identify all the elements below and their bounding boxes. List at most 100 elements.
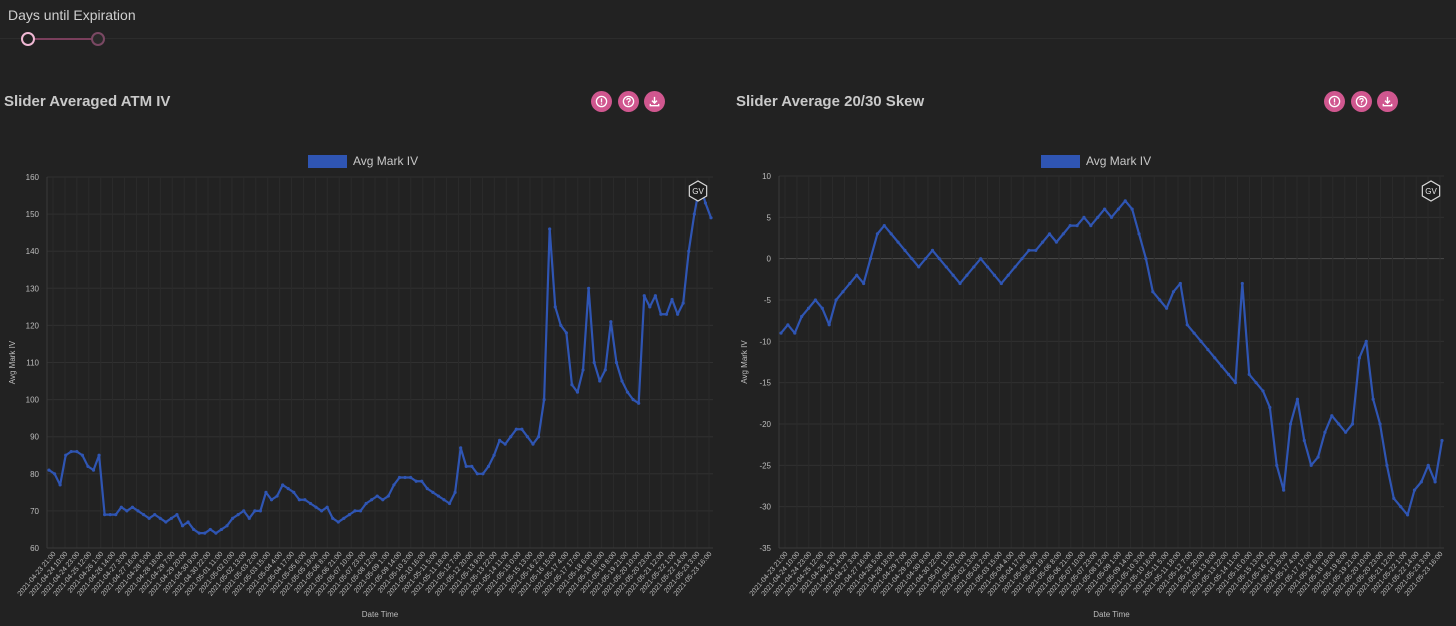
data-point: [848, 281, 852, 286]
data-point: [514, 427, 518, 431]
data-point: [136, 509, 140, 513]
data-point: [930, 248, 935, 252]
data-point: [219, 527, 224, 532]
data-point: [308, 501, 313, 506]
panel-title-atm-iv: Slider Averaged ATM IV: [4, 93, 171, 110]
y-tick-label: -25: [759, 461, 771, 470]
data-point: [336, 520, 340, 524]
data-point: [392, 483, 396, 487]
y-tick-label: 5: [767, 213, 772, 222]
data-point: [581, 368, 585, 372]
data-point: [141, 513, 146, 517]
data-point: [242, 509, 246, 513]
data-point: [564, 331, 568, 335]
data-point: [548, 227, 552, 231]
data-point: [570, 383, 574, 387]
y-tick-label: -20: [759, 420, 771, 429]
data-point: [69, 449, 73, 454]
data-point: [297, 498, 301, 502]
y-axis-title: Avg Mark IV: [740, 340, 749, 384]
y-tick-label: 90: [30, 433, 39, 442]
data-point: [664, 312, 669, 316]
data-point: [253, 509, 257, 513]
data-point: [687, 249, 691, 253]
data-point: [642, 294, 646, 298]
data-point: [420, 479, 424, 483]
data-point: [80, 453, 84, 457]
y-tick-label: 10: [762, 172, 771, 181]
slider-max-handle[interactable]: [91, 32, 105, 46]
help-button[interactable]: [618, 91, 639, 112]
data-point: [86, 464, 90, 468]
data-point: [1034, 248, 1038, 252]
data-point: [414, 479, 418, 483]
data-point: [1144, 257, 1148, 261]
data-point: [436, 494, 441, 498]
data-point: [1027, 248, 1031, 252]
data-point: [1316, 455, 1320, 459]
data-point: [692, 212, 696, 216]
data-point: [264, 490, 268, 494]
y-tick-label: 130: [26, 284, 40, 293]
data-point: [614, 360, 619, 365]
data-point: [1233, 381, 1238, 385]
data-point: [147, 516, 151, 520]
info-button[interactable]: [1324, 91, 1345, 112]
data-point: [1199, 339, 1203, 343]
x-axis-title: Date Time: [362, 610, 399, 619]
data-point: [1013, 265, 1017, 269]
data-point: [609, 320, 613, 324]
data-point: [481, 472, 485, 476]
legend-label: Avg Mark IV: [353, 154, 418, 168]
help-button[interactable]: [1351, 91, 1372, 112]
data-point: [153, 513, 157, 517]
data-point: [1275, 463, 1279, 467]
download-button[interactable]: [1377, 91, 1398, 112]
data-point: [470, 464, 474, 468]
data-point: [937, 257, 941, 261]
data-point: [319, 509, 324, 513]
data-point: [325, 505, 329, 509]
slider-min-handle[interactable]: [21, 32, 35, 46]
data-point: [862, 281, 866, 286]
y-tick-label: 110: [26, 359, 39, 368]
data-point: [917, 265, 921, 269]
data-point: [1344, 430, 1348, 434]
data-point: [965, 273, 969, 277]
data-point: [951, 273, 955, 277]
data-point: [236, 513, 240, 517]
data-point: [903, 248, 907, 252]
y-tick-label: -35: [759, 544, 771, 553]
data-point: [923, 257, 928, 261]
data-point: [208, 527, 212, 532]
data-point: [1041, 240, 1045, 244]
data-point: [972, 265, 976, 269]
data-point: [1061, 232, 1065, 236]
y-tick-label: 120: [26, 321, 40, 330]
data-point: [999, 281, 1003, 286]
data-point: [1385, 463, 1389, 467]
data-point: [1109, 215, 1114, 219]
gv-logo: [1421, 180, 1441, 202]
info-button[interactable]: [591, 91, 612, 112]
data-point: [1116, 207, 1120, 211]
data-point: [575, 390, 580, 394]
slider-track[interactable]: [27, 38, 97, 40]
y-tick-label: -5: [764, 296, 772, 305]
skew-chart: Avg Mark IV-35-30-25-20-15-10-505102021-…: [740, 154, 1445, 619]
data-point: [108, 513, 112, 517]
data-point: [91, 468, 96, 472]
data-point: [1054, 240, 1059, 244]
data-point: [1371, 397, 1375, 401]
download-button[interactable]: [644, 91, 665, 112]
info-icon: [1328, 95, 1341, 108]
data-point: [1158, 298, 1162, 302]
data-point: [676, 312, 680, 316]
gv-logo-text: GV: [1425, 187, 1437, 196]
panel-title-skew: Slider Average 20/30 Skew: [736, 93, 925, 110]
data-point: [979, 257, 983, 261]
data-point: [1426, 463, 1430, 467]
data-point: [192, 527, 196, 532]
data-point: [525, 435, 530, 439]
data-point: [703, 201, 708, 205]
